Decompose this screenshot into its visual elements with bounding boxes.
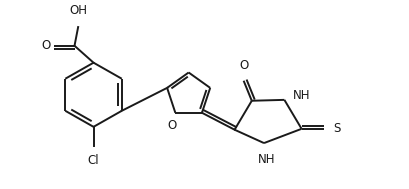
Text: O: O	[239, 59, 248, 72]
Text: NH: NH	[258, 153, 275, 166]
Text: O: O	[167, 119, 176, 132]
Text: S: S	[333, 122, 341, 135]
Text: O: O	[41, 39, 51, 52]
Text: NH: NH	[292, 89, 310, 102]
Text: Cl: Cl	[88, 154, 99, 167]
Text: OH: OH	[69, 4, 87, 17]
